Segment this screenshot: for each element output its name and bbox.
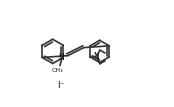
- Text: I⁻: I⁻: [57, 81, 64, 90]
- Text: N: N: [93, 52, 99, 61]
- Text: N: N: [58, 53, 64, 62]
- Text: CH₃: CH₃: [52, 68, 64, 73]
- Text: +: +: [61, 53, 65, 58]
